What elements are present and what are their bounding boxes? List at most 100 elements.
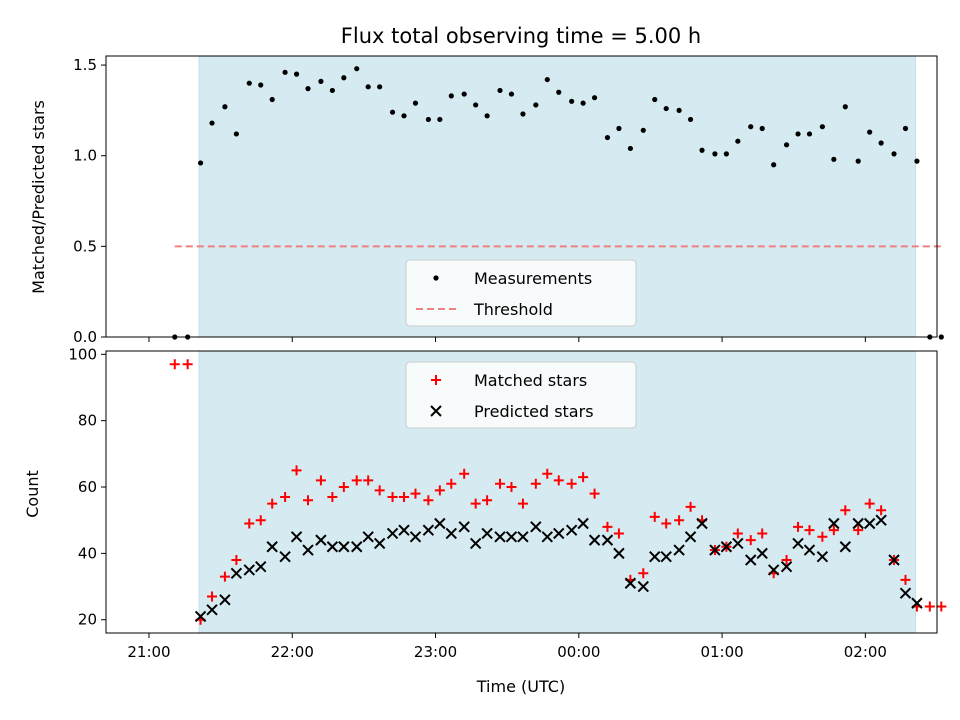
predicted-point (398, 524, 410, 536)
matched-point (169, 359, 180, 370)
predicted-point (409, 531, 422, 543)
matched-point (434, 485, 445, 496)
predicted-point (302, 544, 314, 556)
measurement-point (783, 142, 790, 148)
matched-point (530, 478, 541, 489)
matched-point (542, 468, 553, 479)
legend-box (405, 361, 637, 429)
measurement-point (401, 113, 407, 119)
y-tick-label: 0.0 (73, 328, 97, 346)
matched-point (399, 491, 410, 502)
matched-point (793, 521, 804, 532)
measurement-point (902, 125, 909, 132)
measurement-point (867, 129, 873, 135)
measurement-point (520, 111, 526, 117)
measurement-point (556, 89, 562, 95)
matched-point (685, 501, 696, 512)
panel-ratio: 0.0 0.5 1.0 1.5 Measurements Threshold (73, 55, 944, 346)
measurement-point (616, 125, 622, 132)
measurement-point (209, 120, 215, 126)
measurement-point (771, 162, 777, 168)
matched-point (613, 528, 624, 539)
predicted-point (315, 534, 327, 546)
measurement-point (699, 147, 705, 153)
legend-marker (433, 275, 439, 281)
predicted-point (469, 537, 482, 550)
predicted-point (660, 550, 672, 563)
measurement-point (448, 93, 454, 99)
predicted-point (875, 514, 887, 526)
predicted-stars-series (194, 514, 923, 623)
measurement-point (484, 113, 490, 119)
measurement-point (652, 96, 658, 103)
predicted-point (445, 527, 458, 540)
predicted-point (458, 521, 470, 533)
measurements-series (172, 66, 944, 340)
measurement-point (269, 96, 275, 103)
matched-point (828, 525, 839, 536)
matched-point (553, 475, 564, 486)
matched-point (231, 555, 242, 566)
predicted-point (494, 531, 506, 543)
matched-point (363, 475, 374, 486)
measurement-point (412, 100, 419, 106)
predicted-point (720, 541, 733, 553)
predicted-point (422, 524, 435, 536)
matched-point (495, 478, 506, 489)
predicted-point (338, 541, 350, 553)
matched-point (470, 498, 481, 509)
predicted-point (803, 544, 816, 556)
measurement-point (580, 100, 586, 106)
predicted-point (624, 577, 637, 589)
predicted-point (745, 554, 757, 566)
matched-point (936, 601, 947, 612)
predicted-point (194, 610, 207, 623)
predicted-point (553, 527, 565, 540)
matched-point (781, 555, 792, 566)
legend-label: Measurements (474, 269, 592, 288)
measurement-point (604, 134, 611, 141)
predicted-point (266, 541, 278, 553)
predicted-point (684, 531, 697, 543)
measurement-point (473, 102, 479, 108)
predicted-point (899, 587, 912, 599)
predicted-point (756, 547, 768, 560)
measurement-point (663, 105, 669, 112)
measurement-point (591, 95, 598, 101)
matched-point (207, 591, 218, 602)
legend-label: Predicted stars (474, 402, 594, 421)
x-tick-label: 23:00 (414, 643, 457, 661)
predicted-point (673, 544, 685, 556)
predicted-point (649, 550, 661, 563)
predicted-point (911, 597, 923, 609)
measurement-point (759, 125, 765, 132)
measurement-point (318, 78, 324, 84)
matched-point (876, 505, 887, 516)
matched-point (506, 482, 517, 493)
measurement-point (831, 156, 837, 162)
y-tick-label: 1.5 (73, 56, 97, 74)
matched-point (817, 531, 828, 542)
predicted-point (863, 517, 876, 530)
predicted-point (696, 517, 708, 530)
predicted-point (326, 541, 339, 553)
measurement-point (748, 124, 754, 130)
measurement-point (497, 87, 503, 94)
measurement-point (377, 84, 383, 90)
matched-point (410, 488, 421, 499)
measurement-point (544, 76, 550, 83)
measurement-point (712, 151, 718, 157)
legend-marker (431, 375, 441, 385)
matched-point (745, 535, 756, 546)
matched-point (482, 495, 493, 506)
matched-point (280, 491, 291, 502)
measurement-point (389, 109, 396, 115)
matched-point (351, 475, 362, 486)
matched-point (566, 478, 577, 489)
chart-title: Flux total observing time = 5.00 h (341, 24, 701, 48)
predicted-point (780, 560, 793, 573)
predicted-point (530, 521, 542, 533)
predicted-point (386, 527, 399, 540)
predicted-point (481, 527, 493, 540)
x-tick-label: 02:00 (844, 643, 887, 661)
